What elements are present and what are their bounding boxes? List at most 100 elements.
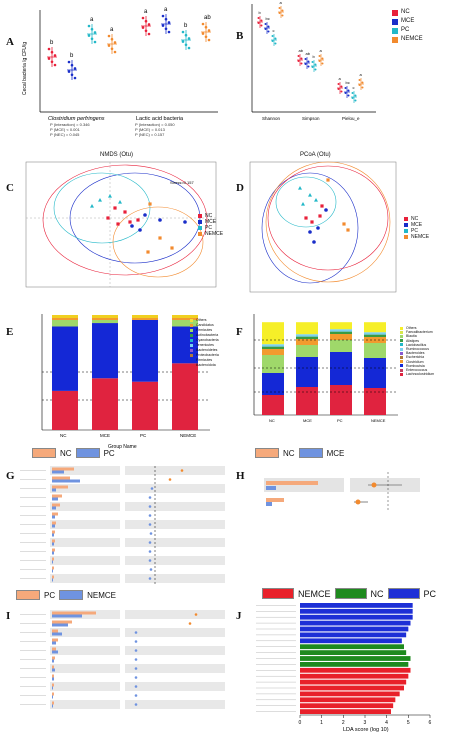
sig-letter: bc [266, 16, 270, 21]
bar [52, 629, 58, 633]
bar-segment [262, 322, 284, 345]
bar-segment [262, 373, 284, 395]
data-point [90, 204, 94, 208]
point [134, 703, 138, 706]
legend-label: Candidatus [196, 323, 214, 327]
point [134, 685, 138, 688]
bar-segment [330, 385, 352, 415]
bar [52, 665, 54, 669]
legend-label: Clostridium [406, 359, 424, 364]
data-point [184, 43, 188, 47]
row-band [50, 484, 120, 493]
legend-item: Ruminococcus [400, 347, 434, 351]
legend-label: Firmicutes [196, 358, 213, 362]
legend-label: NC [60, 448, 72, 458]
panel-b-legend: NC MCE PC NEMCE [392, 8, 423, 44]
data-point [312, 240, 316, 244]
nemce-swatch [198, 232, 202, 236]
bar-segment [52, 390, 78, 430]
data-point [320, 204, 324, 208]
label-g: G [6, 470, 15, 482]
bar-segment [330, 334, 352, 340]
legend-label: Proteobacteria [196, 353, 219, 357]
legend-swatch [190, 364, 193, 367]
point [149, 568, 153, 571]
legend-swatch [400, 356, 403, 360]
lda-bar [300, 650, 407, 655]
label-j: J [236, 610, 242, 622]
legend-label: Escherichia [406, 355, 425, 360]
row-band [125, 664, 225, 673]
bar [52, 494, 62, 498]
data-point [113, 41, 117, 44]
data-point [204, 35, 208, 39]
sig-letter: bc [346, 80, 350, 85]
bar-segment [132, 318, 158, 320]
data-point [267, 30, 270, 33]
legend-label: MCE [401, 18, 415, 24]
data-point [304, 63, 307, 65]
bar-segment [364, 343, 386, 358]
data-point [257, 22, 260, 24]
legend-swatch [400, 330, 403, 334]
panel-a-stats2: P (Interaction) = 0.050 P (MCE) = 0.013 … [135, 122, 175, 137]
legend-label: NC [411, 216, 419, 222]
mce-swatch [198, 220, 202, 224]
legend-swatch [400, 343, 403, 347]
data-point [73, 76, 77, 80]
legend-label: NC [370, 588, 384, 599]
data-point [347, 94, 350, 97]
pc-swatch [75, 448, 100, 458]
legend-swatch [400, 351, 403, 355]
data-point [141, 16, 145, 20]
lda-bar [300, 603, 413, 608]
data-point [304, 216, 308, 220]
lda-bar [300, 620, 411, 626]
bar-segment [262, 395, 284, 415]
data-point [110, 37, 114, 41]
data-point [260, 19, 263, 22]
sig-letter: b [184, 23, 188, 29]
pc-swatch [198, 226, 202, 230]
data-point [274, 37, 277, 40]
label-b: B [236, 30, 244, 42]
stat-line: P (MCE) = 0.013 [135, 127, 165, 132]
data-point [278, 7, 281, 9]
data-point [93, 40, 97, 44]
bar-segment [296, 339, 318, 345]
panel-c-legend: NC MCE PC NEMCE [198, 213, 223, 237]
legend-label: NEMCE [411, 234, 430, 240]
lda-bar [300, 638, 402, 644]
bar-segment [172, 315, 198, 318]
lda-bar [300, 679, 407, 685]
category-label: MCE [303, 418, 312, 423]
point [134, 667, 138, 670]
data-point [264, 28, 267, 30]
legend-swatch [190, 339, 193, 342]
sig-letter: b [70, 53, 74, 59]
legend-label: MCE [326, 448, 345, 458]
panel-j-lda-chart: 0 1 2 3 4 5 6 LDA score (log 10) [256, 603, 432, 733]
bar-segment [172, 315, 198, 327]
bar [52, 467, 74, 471]
bar [52, 503, 60, 507]
bar-segment [262, 346, 284, 349]
data-point [128, 220, 132, 224]
legend-item: Lachnoclostridium [400, 372, 434, 376]
legend-swatch [190, 334, 193, 337]
sig-letter: a [164, 7, 168, 13]
nc-swatch [198, 214, 202, 218]
bar [52, 656, 55, 660]
bar [52, 695, 53, 699]
tick-label: 5 [407, 720, 410, 726]
legend-label: Firmicutes [196, 328, 213, 332]
data-point [201, 32, 205, 35]
lda-bar [300, 691, 400, 697]
legend-label: Alistipes [406, 338, 420, 343]
bar [52, 569, 53, 573]
legend-item: Bacteroides [400, 351, 434, 355]
bar [52, 557, 54, 561]
data-point [146, 250, 150, 254]
legend-item: Romboutsia [400, 364, 434, 368]
label-h: H [236, 470, 245, 482]
